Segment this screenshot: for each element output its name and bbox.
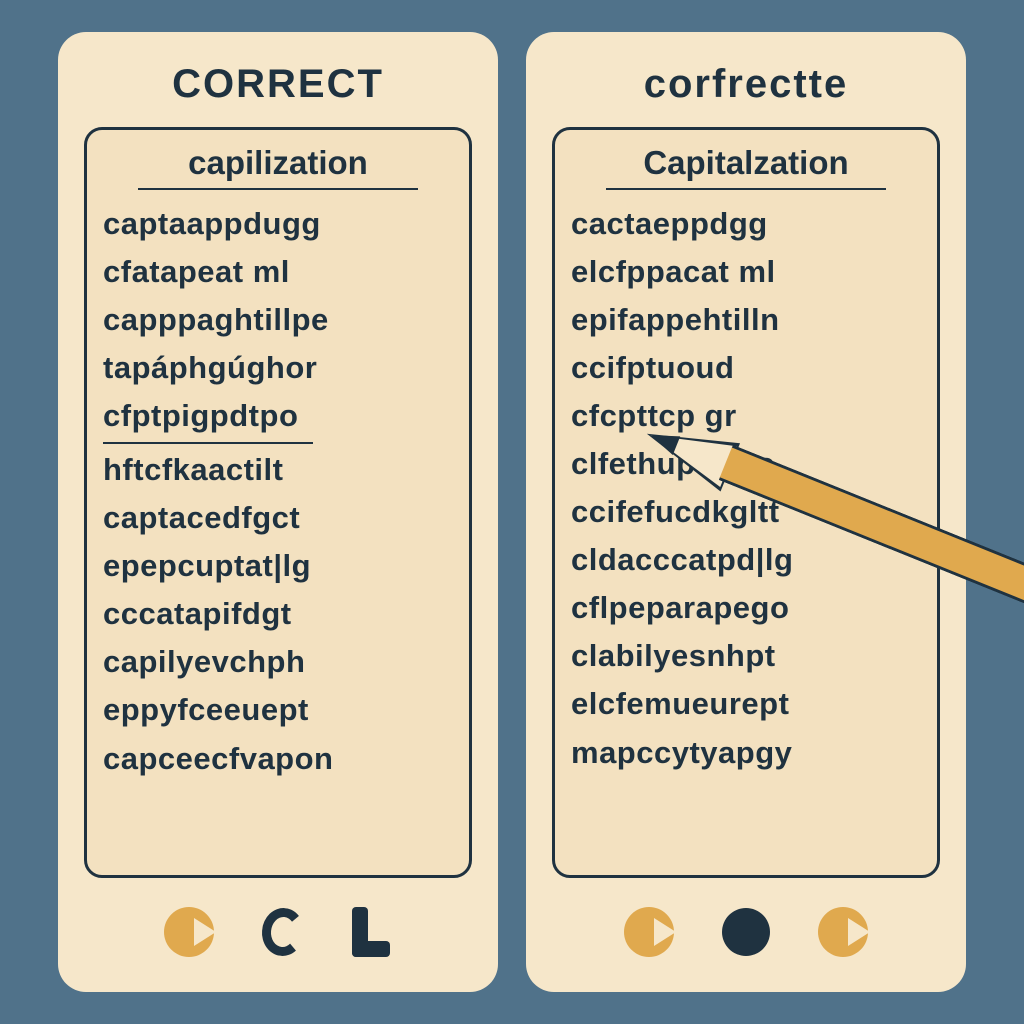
left-text-box: capilization captaappdugg cfatapeat ml c… xyxy=(84,127,472,878)
text-line: hftcfkaactilt xyxy=(103,446,453,494)
text-line: elcfppacat ml xyxy=(571,248,921,296)
text-line: cactaeppdgg xyxy=(571,200,921,248)
left-footer-shapes xyxy=(84,892,472,972)
heading-underline xyxy=(138,188,418,190)
l-shape-icon xyxy=(352,907,392,957)
text-line: mapccytyapgy xyxy=(571,729,921,777)
text-line: epifappehtilln xyxy=(571,296,921,344)
text-line: captaappdugg xyxy=(103,200,453,248)
text-line: elcfemueurept xyxy=(571,680,921,728)
text-line: eppyfceeuept xyxy=(103,686,453,734)
heading-underline xyxy=(606,188,886,190)
pacman-icon xyxy=(164,907,214,957)
left-card-title: CORRECT xyxy=(172,62,384,107)
text-line: captacedfgct xyxy=(103,494,453,542)
text-line: cfptpigpdtpo xyxy=(103,392,453,440)
text-line: tapáphgúghor xyxy=(103,344,453,392)
mid-underline xyxy=(103,442,313,444)
left-card: CORRECT capilization captaappdugg cfatap… xyxy=(58,32,498,992)
text-line: epepcuptat|lg xyxy=(103,542,453,590)
right-card-title: corfrectte xyxy=(644,62,849,107)
right-box-heading: Capitalzation xyxy=(571,144,921,182)
text-line: cfcpttcp gr xyxy=(571,392,921,440)
pacman-icon xyxy=(818,907,868,957)
text-line: capceecfvapon xyxy=(103,735,453,783)
right-card: corfrectte Capitalzation cactaeppdgg elc… xyxy=(526,32,966,992)
text-line: cfatapeat ml xyxy=(103,248,453,296)
text-line: cccatapifdgt xyxy=(103,590,453,638)
text-line: clabilyesnhpt xyxy=(571,632,921,680)
crescent-icon xyxy=(260,906,306,957)
text-line: capilyevchph xyxy=(103,638,453,686)
text-line: cflpeparapego xyxy=(571,584,921,632)
text-line: ccifptuoud xyxy=(571,344,921,392)
right-footer-shapes xyxy=(552,892,940,972)
circle-icon xyxy=(722,908,770,956)
left-box-heading: capilization xyxy=(103,144,453,182)
text-line: capppaghtillpe xyxy=(103,296,453,344)
pacman-icon xyxy=(624,907,674,957)
